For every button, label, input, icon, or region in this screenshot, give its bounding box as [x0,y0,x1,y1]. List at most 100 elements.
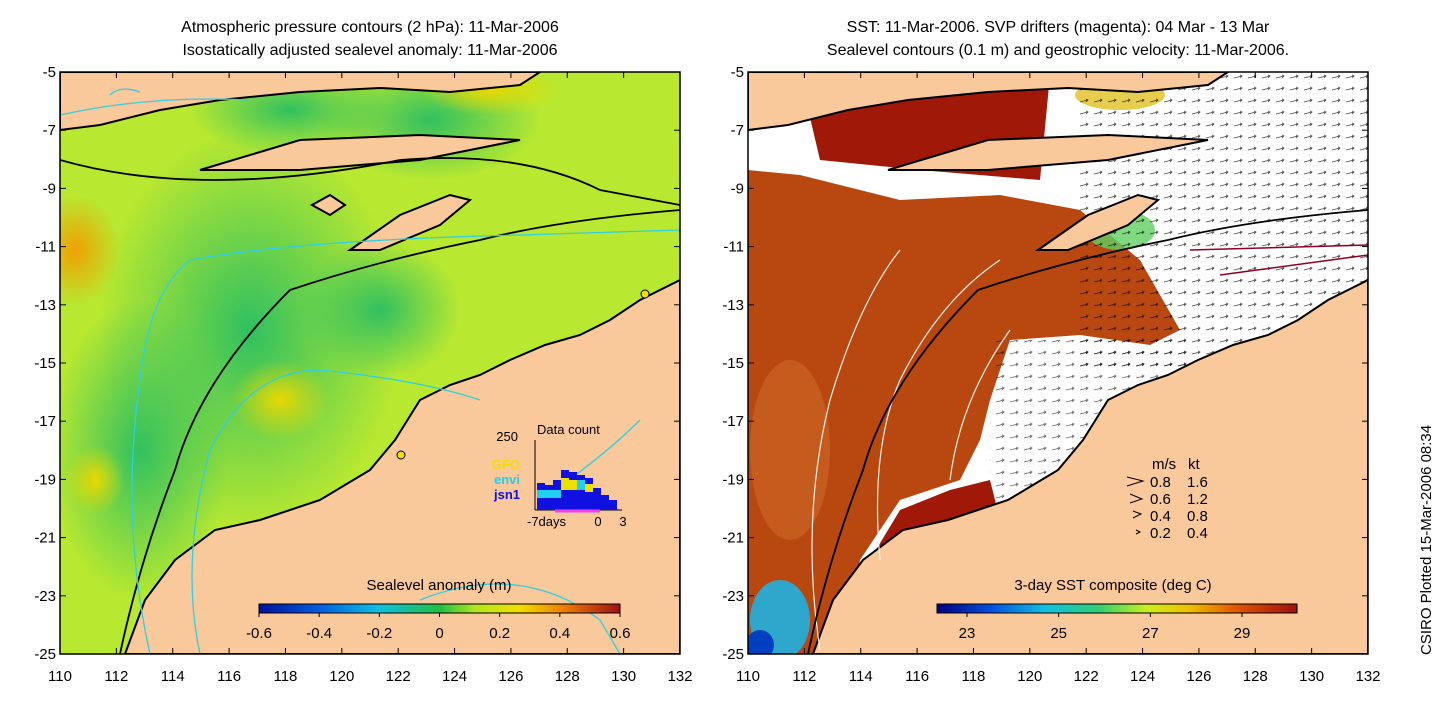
right-axes: -5 -7 -9 -11 -13 -15 -17 -19 -21 -23 -25 110 112 114 1… [722,64,1380,685]
velocity-row-ms: 0.6 [1150,491,1171,508]
lon-tick-label: 130 [1299,668,1324,685]
drifter-track [1219,254,1368,276]
inset-bars [537,470,617,510]
sla-colorbar: Sealevel anomaly (m) -0.6 -0.4 -0.2 0 0.2 0.4… [246,577,630,642]
lon-tick-label: 124 [1130,668,1155,685]
colorbar-tick-label: 0.2 [489,625,510,642]
sealevel-contour [811,249,1011,651]
colorbar-tick-label: 25 [1050,625,1067,642]
lat-tick-label: -21 [34,530,56,547]
left-title-line2: Isostatically adjusted sealevel anomaly:… [182,42,558,59]
inset-title: Data count [537,422,600,437]
lat-tick-label: -25 [722,646,744,663]
pressure-contour [60,88,251,116]
velocity-row-ms: 0.2 [1150,525,1171,542]
colorbar-tick-label: -0.4 [306,625,332,642]
left-axes: -5 -7 -9 -11 -13 -15 -17 -19 -21 -23 -25 110 112 114 1… [34,64,692,685]
velocity-row-kt: 1.6 [1187,474,1208,491]
lon-tick-label: 114 [849,668,873,685]
lat-tick-label: -17 [722,413,744,430]
right-title-line2: Sealevel contours (0.1 m) and geostrophi… [826,42,1290,59]
colorbar-tick-label: 0 [435,625,443,642]
velocity-header-kt: kt [1188,456,1201,473]
australia-land [811,278,1368,654]
lat-tick-label: -21 [722,530,744,547]
pressure-contour [191,369,481,654]
sla-colorbar-label: Sealevel anomaly (m) [366,577,511,594]
lat-tick-label: -23 [722,588,744,605]
lon-tick-label: 120 [1017,668,1042,685]
lon-tick-label: 132 [667,668,692,685]
lat-tick-label: -11 [723,239,744,256]
lat-tick-label: -13 [722,297,744,314]
inset-xlabel-mid: 0 [594,514,601,529]
lat-tick-label: -23 [34,588,56,605]
lat-tick-label: -19 [34,471,56,488]
lat-tick-label: -9 [731,180,744,197]
velocity-row-kt: 1.2 [1187,491,1208,508]
velocity-legend: m/s kt 0.8 1.6 0.6 1.2 0.4 0.8 0.2 0.4 [1126,456,1208,542]
lat-tick-label: -15 [34,355,56,372]
sst-colorbar-label: 3-day SST composite (deg C) [1014,577,1211,594]
lat-tick-label: -17 [34,413,56,430]
lon-tick-label: 120 [329,668,354,685]
lon-tick-label: 112 [792,668,816,685]
lon-tick-label: 124 [442,668,467,685]
lon-tick-label: 118 [273,668,297,685]
lat-tick-label: -5 [43,64,56,81]
inset-max-label: 250 [496,429,518,444]
australia-land [123,278,680,654]
lat-tick-label: -9 [43,180,56,197]
lon-tick-label: 112 [104,668,128,685]
station-marker [396,450,406,460]
lon-tick-label: 130 [611,668,636,685]
lon-tick-label: 116 [217,668,241,685]
left-map [60,72,680,654]
lat-tick-label: -11 [35,239,56,256]
lon-tick-label: 128 [555,668,580,685]
shelf-contour [60,157,680,654]
colorbar-tick-label: -0.2 [366,625,392,642]
left-title-line1: Atmospheric pressure contours (2 hPa): 1… [181,19,559,36]
lon-tick-label: 128 [1243,668,1268,685]
lat-tick-label: -25 [34,646,56,663]
shelf-contour [807,209,1368,654]
sst-cool-patch [748,630,774,654]
drifter-track [1189,244,1368,251]
velocity-row-kt: 0.8 [1187,508,1208,525]
lon-tick-label: 122 [1074,668,1099,685]
lon-tick-label: 126 [498,668,523,685]
sla-feature [65,445,125,515]
right-map [748,72,1368,654]
island [346,193,473,251]
inset-xlabel-left: -7days [527,514,567,529]
lon-tick-label: 110 [48,668,72,685]
lat-tick-label: -15 [722,355,744,372]
sla-feature [230,360,330,440]
colorbar-tick-label: 27 [1142,625,1159,642]
lon-tick-label: 110 [736,668,760,685]
colorbar-tick-label: -0.6 [246,625,272,642]
sla-feature [60,195,120,305]
lat-tick-label: -19 [722,471,744,488]
lon-tick-label: 116 [905,668,929,685]
indonesia-land [60,72,542,132]
island [199,133,521,171]
velocity-row-ms: 0.8 [1150,474,1171,491]
colorbar-tick-label: 0.6 [610,625,631,642]
velocity-row-ms: 0.4 [1150,508,1171,525]
right-title-line1: SST: 11-Mar-2006. SVP drifters (magenta)… [846,19,1270,36]
lon-tick-label: 132 [1355,668,1380,685]
plotted-footer: CSIRO Plotted 15-Mar-2006 08:34 [1418,424,1435,655]
lat-tick-label: -7 [731,122,744,139]
sst-field [748,170,1180,654]
velocity-header-ms: m/s [1152,456,1176,473]
lon-tick-label: 118 [961,668,985,685]
lon-tick-label: 122 [386,668,411,685]
velocity-row-kt: 0.4 [1187,525,1208,542]
inset-legend-jsn1: jsn1 [493,487,520,502]
lat-tick-label: -13 [34,297,56,314]
sst-colorbar: 3-day SST composite (deg C) 23 25 27 29 [936,577,1298,642]
lon-tick-label: 114 [161,668,185,685]
